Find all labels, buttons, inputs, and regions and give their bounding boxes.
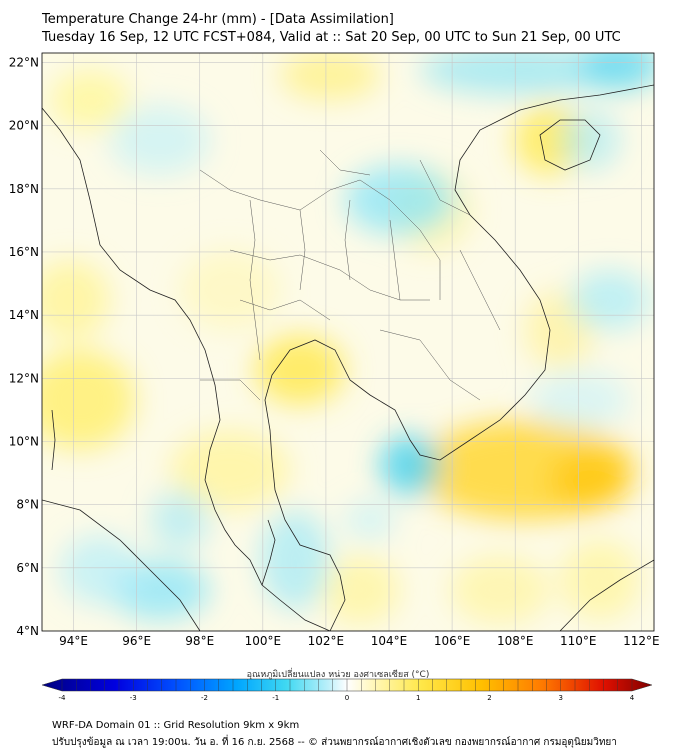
latitude-label: 18°N: [9, 182, 39, 196]
latitude-label: 10°N: [9, 434, 39, 448]
latitude-label: 20°N: [9, 119, 39, 133]
colorbar-tick-label: -4: [59, 694, 67, 702]
map-frame: [41, 52, 655, 632]
latitude-label: 16°N: [9, 245, 39, 259]
longitude-label: 96°E: [122, 634, 151, 648]
map-title: Temperature Change 24-hr (mm) - [Data As…: [42, 12, 394, 27]
latitude-label: 14°N: [9, 308, 39, 322]
colorbar-tick-label: 4: [630, 694, 635, 702]
latitude-label: 22°N: [9, 55, 39, 69]
graticule-lines: [42, 53, 654, 631]
footer-model-info: WRF-DA Domain 01 :: Grid Resolution 9km …: [52, 720, 300, 731]
temperature-field: [42, 53, 654, 631]
longitude-label: 104°E: [371, 634, 408, 648]
longitude-label: 98°E: [185, 634, 214, 648]
latitude-label: 12°N: [9, 371, 39, 385]
colorbar-tick-label: 1: [416, 694, 420, 702]
longitude-label: 108°E: [497, 634, 534, 648]
longitude-label: 100°E: [245, 634, 282, 648]
colorbar-tick-label: 0: [345, 694, 349, 702]
longitude-label: 110°E: [560, 634, 597, 648]
colorbar-tick-label: 2: [487, 694, 491, 702]
longitude-label: 106°E: [434, 634, 471, 648]
map-subtitle: Tuesday 16 Sep, 12 UTC FCST+084, Valid a…: [42, 30, 621, 45]
colorbar-tick-label: -1: [272, 694, 279, 702]
colorbar-label: อุณหภูมิเปลี่ยนแปลง หน่วย องศาเซลเซียส (…: [246, 670, 430, 680]
latitude-label: 6°N: [16, 561, 39, 575]
longitude-label: 102°E: [308, 634, 345, 648]
latitude-labels: 22°N 20°N 18°N 16°N 14°N 12°N 10°N 8°N 6°N 4°N: [9, 55, 39, 638]
colorbar: -4 -3 -2 -1 0 1 2 3 4: [41, 678, 653, 702]
longitude-label: 94°E: [59, 634, 88, 648]
longitude-label: 112°E: [623, 634, 660, 648]
footer-credit: ปรับปรุงข้อมูล ณ เวลา 19:00น. วัน อ. ที่…: [52, 737, 617, 748]
longitude-labels: 94°E 96°E 98°E 100°E 102°E 104°E 106°E 108°E 110…: [59, 634, 660, 648]
colorbar-tick-label: -3: [130, 694, 137, 702]
colorbar-tick-label: -2: [201, 694, 208, 702]
coastline-and-borders: [42, 84, 654, 631]
colorbar-tick-label: 3: [559, 694, 563, 702]
latitude-label: 4°N: [16, 624, 39, 638]
latitude-label: 8°N: [16, 498, 39, 512]
province-boundaries: [199, 149, 501, 401]
